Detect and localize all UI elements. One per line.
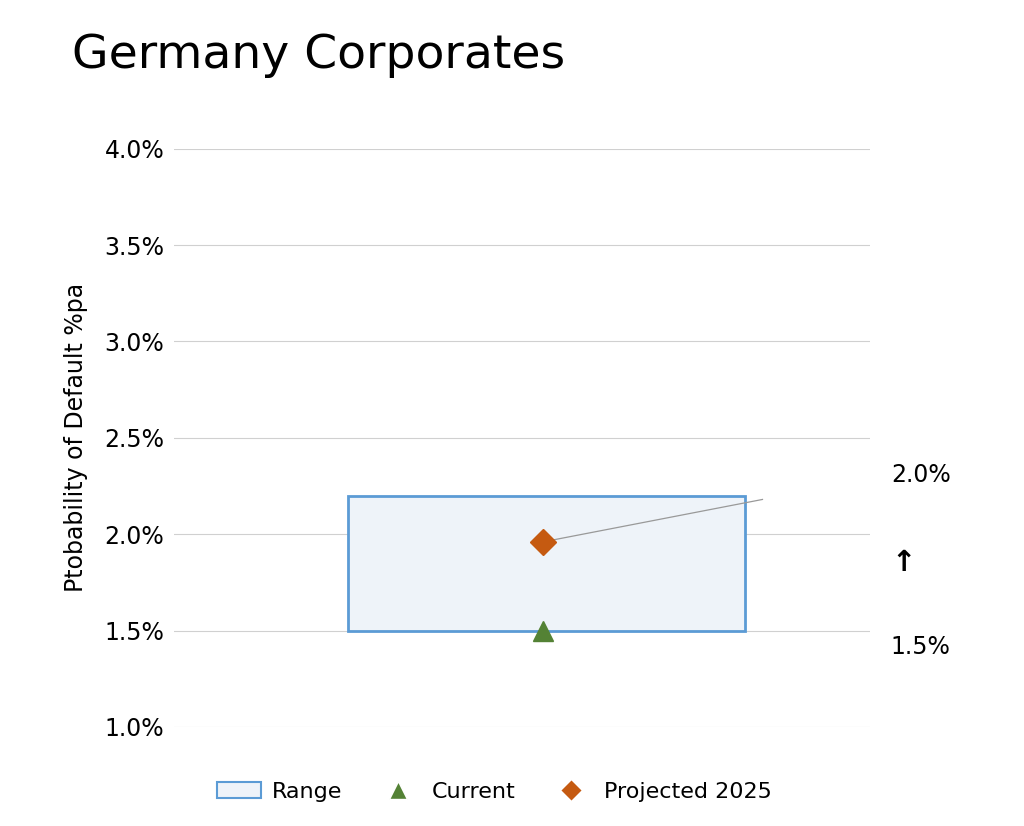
Text: 2.0%: 2.0% (891, 463, 950, 487)
Text: Germany Corporates: Germany Corporates (72, 33, 565, 78)
Text: 1.5%: 1.5% (891, 634, 950, 658)
Legend: Range, Current, Projected 2025: Range, Current, Projected 2025 (208, 772, 781, 810)
Text: ↑: ↑ (891, 549, 915, 577)
Bar (348, 496, 745, 630)
Y-axis label: Ptobability of Default %pa: Ptobability of Default %pa (63, 283, 88, 592)
